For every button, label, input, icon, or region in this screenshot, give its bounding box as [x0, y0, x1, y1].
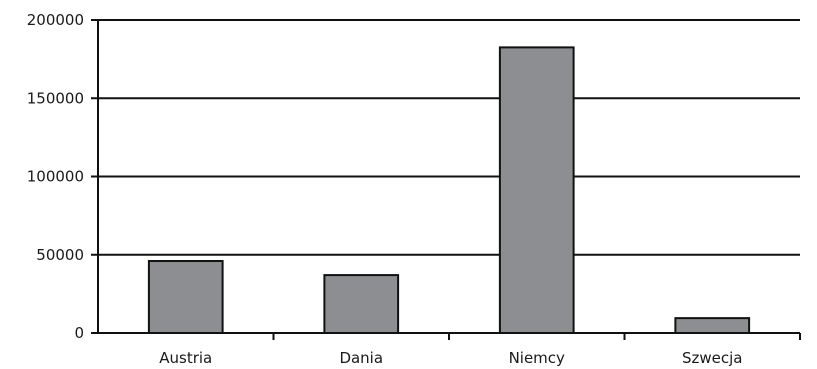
axes	[91, 19, 801, 340]
bars	[147, 46, 751, 335]
gridlines	[98, 19, 800, 256]
x-tick-label: Szwecja	[682, 349, 743, 367]
y-tick-labels: 0 50000 100000 150000 200000	[27, 11, 84, 342]
x-tick-label: Dania	[339, 349, 383, 367]
y-tick-label: 0	[74, 324, 84, 342]
y-tick-label: 100000	[27, 168, 84, 186]
y-tick-label: 200000	[27, 11, 84, 29]
bar-szwecja	[674, 317, 751, 335]
bar-niemcy	[498, 46, 575, 334]
y-tick-label: 150000	[27, 89, 84, 107]
x-tick-label: Austria	[159, 349, 212, 367]
x-tick-labels: Austria Dania Niemcy Szwecja	[159, 349, 742, 367]
y-tick-label: 50000	[36, 246, 84, 264]
bar-dania	[323, 274, 400, 334]
x-tick-label: Niemcy	[509, 349, 565, 367]
bar-austria	[147, 260, 224, 335]
